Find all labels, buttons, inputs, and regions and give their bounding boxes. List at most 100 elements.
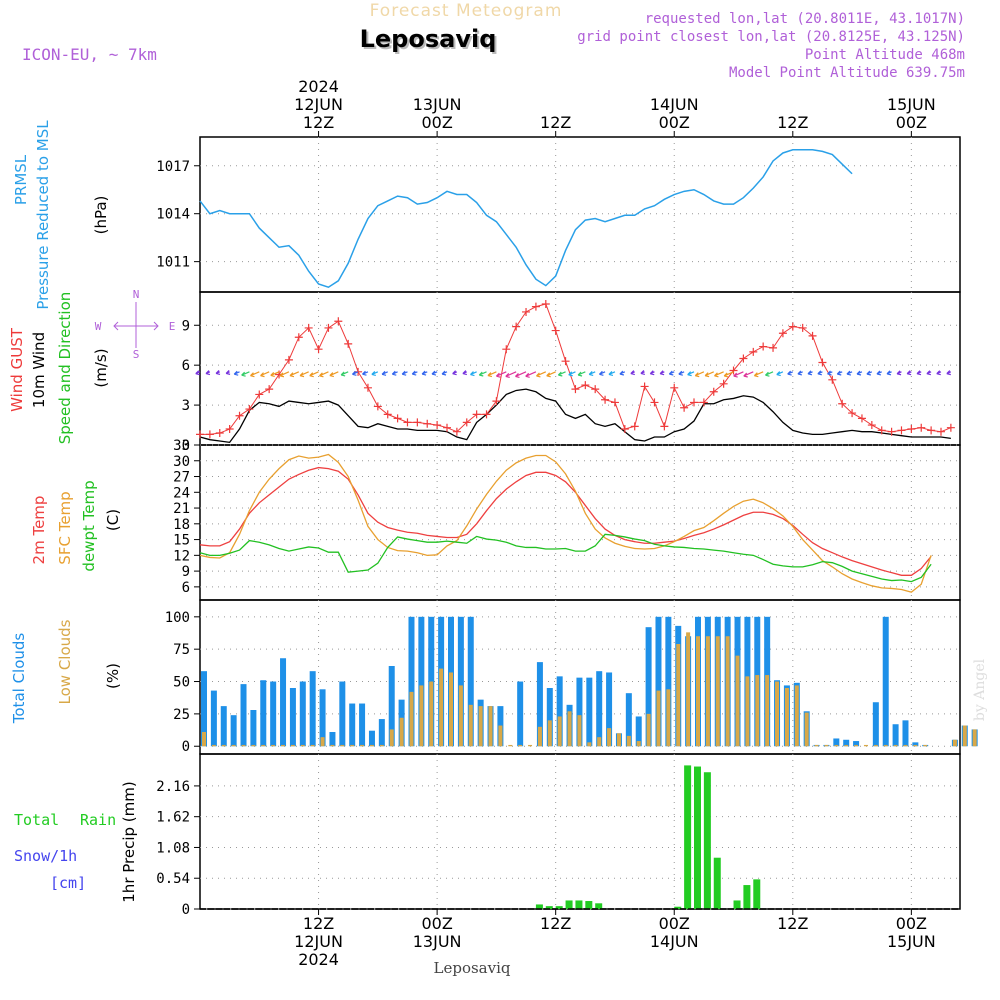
gust-marker xyxy=(294,333,303,342)
low-cloud-bar xyxy=(330,744,335,747)
low-cloud-bar xyxy=(804,712,809,747)
grid-point-coords: grid point closest lon,lat (20.8125E, 43… xyxy=(577,29,965,45)
gust-marker xyxy=(690,398,698,407)
total-cloud-bar xyxy=(872,702,879,747)
total-cloud-bar xyxy=(201,671,207,747)
total-cloud-bar xyxy=(892,724,899,747)
bottom-time-label: 14JUN xyxy=(650,932,699,951)
low-cloud-bar xyxy=(399,717,404,747)
top-time-label: 12JUN xyxy=(294,95,343,114)
wind-gust-label: Wind GUST xyxy=(8,327,26,412)
wind-direction-arrow xyxy=(470,371,477,377)
gust-marker xyxy=(314,345,323,354)
wind-direction-arrow xyxy=(846,370,853,376)
gust-marker xyxy=(363,383,372,392)
y-tick-label: 50 xyxy=(173,675,190,691)
bottom-time-label: 12JUN xyxy=(294,932,343,951)
wind-direction-arrow xyxy=(233,370,240,376)
gust-marker xyxy=(373,402,382,411)
wind-direction-arrow xyxy=(743,371,754,378)
location-title: Leposaviq xyxy=(360,25,497,53)
wind-direction-arrow xyxy=(462,370,468,376)
low-cloud-bar xyxy=(360,744,365,747)
prmsl-line xyxy=(199,149,853,289)
wind-direction-arrow xyxy=(546,371,556,378)
gust-marker xyxy=(452,427,461,436)
precip-unit-label: 1hr Precip (mm) xyxy=(120,781,138,902)
y-tick-label: 9 xyxy=(182,564,190,580)
gust-marker xyxy=(205,430,214,439)
y-tick-label: 21 xyxy=(173,501,190,517)
gust-marker xyxy=(561,357,570,366)
low-cloud-bar xyxy=(310,744,315,747)
rain-bar xyxy=(684,765,692,909)
gust-marker xyxy=(196,430,204,439)
low-cloud-bar xyxy=(676,644,681,747)
wind-direction-arrow xyxy=(797,370,803,376)
credit-watermark: by Angel xyxy=(972,658,988,721)
low-cloud-bar xyxy=(715,636,720,747)
wind-direction-arrow xyxy=(351,370,359,376)
gust-marker xyxy=(857,414,866,423)
rain-bar xyxy=(575,900,583,909)
total-cloud-bar xyxy=(368,730,375,747)
gust-marker xyxy=(867,421,876,430)
total-cloud-bar xyxy=(576,677,583,747)
model-name: ICON-EU, ~ 7km xyxy=(22,45,157,64)
compass-north: N xyxy=(133,288,140,301)
gust-marker xyxy=(245,405,254,414)
wind-direction-arrow xyxy=(260,371,270,378)
gust-marker xyxy=(709,387,718,396)
total-cloud-bar xyxy=(457,616,464,747)
gust-marker xyxy=(551,326,560,335)
total-cloud-bar xyxy=(546,688,553,747)
low-cloud-bar xyxy=(854,744,859,747)
low-cloud-bar xyxy=(439,668,444,747)
total-cloud-bar xyxy=(359,703,366,747)
wind-direction-arrow xyxy=(640,370,646,376)
gust-marker xyxy=(492,397,501,406)
low-cloud-bar xyxy=(784,688,789,747)
low-cloud-bar xyxy=(419,685,424,747)
top-time-label: 13JUN xyxy=(413,95,462,114)
low-cloud-bar xyxy=(429,681,434,747)
y-tick-label: 12 xyxy=(173,548,190,564)
total-cloud-bar xyxy=(556,676,563,747)
dewpt-temp-label: dewpt Temp xyxy=(80,480,98,571)
gust-marker xyxy=(897,426,906,435)
compass-east: E xyxy=(169,320,176,333)
gust-marker xyxy=(304,323,313,332)
total-cloud-bar xyxy=(408,616,415,747)
wind-direction-arrow xyxy=(241,371,250,377)
gust-marker xyxy=(225,425,234,434)
wind-direction-arrow xyxy=(401,370,408,376)
low-cloud-bar xyxy=(508,744,513,747)
low-cloud-bar xyxy=(577,715,582,747)
gust-marker xyxy=(680,403,689,412)
wind-direction-arrow xyxy=(827,370,833,376)
precip-panel xyxy=(199,753,961,910)
gust-marker xyxy=(640,382,649,391)
wind-direction-arrow xyxy=(649,370,655,376)
total-cloud-bar xyxy=(329,732,336,747)
gust-marker xyxy=(255,390,264,399)
wind-direction-arrow xyxy=(714,371,724,378)
gust-marker xyxy=(946,423,955,432)
total-cloud-bar xyxy=(378,719,385,747)
sfc-temp-label: SFC Temp xyxy=(56,491,74,564)
total-cloud-bar xyxy=(606,672,613,747)
low-cloud-bar xyxy=(636,741,641,747)
snow-label: Snow/1h xyxy=(14,847,77,865)
y-tick-label: 6 xyxy=(182,580,190,596)
wind-direction-arrow xyxy=(916,370,922,376)
prmsl-label: PRMSL xyxy=(12,154,30,205)
gust-marker xyxy=(482,410,491,419)
wind-direction-arrow xyxy=(270,371,280,378)
gust-marker xyxy=(729,366,738,375)
super-title: Forecast Meteogram xyxy=(370,1,563,21)
total-cloud-bar xyxy=(645,627,652,747)
low-cloud-bar xyxy=(271,744,276,747)
wind-direction-arrow xyxy=(787,370,794,376)
wind-direction-arrow xyxy=(557,371,566,377)
gust-marker xyxy=(531,302,540,311)
